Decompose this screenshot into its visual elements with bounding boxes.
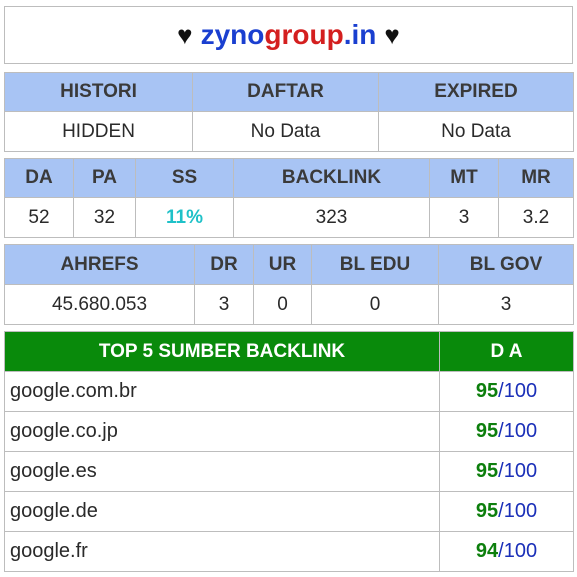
bl-edu-value: 0 [311,284,439,325]
ahrefs-table: AHREFS DR UR BL EDU BL GOV 45.680.053 3 … [4,244,574,325]
header-daftar: DAFTAR [192,72,379,112]
top-backlinks-table: TOP 5 SUMBER BACKLINK D A google.com.br … [4,331,574,572]
table-row: 52 32 11% 323 3 3.2 [4,197,574,238]
expired-value: No Data [378,111,574,152]
mt-value: 3 [429,197,499,238]
table-row: google.de 95/100 [4,491,574,532]
header-bl-edu: BL EDU [311,244,439,285]
table-row: 45.680.053 3 0 0 3 [4,284,574,325]
site-name-part1: zyno [200,19,265,50]
backlink-da: 95/100 [439,491,574,532]
table-row: google.co.jp 95/100 [4,411,574,452]
da-score: 95 [475,460,499,482]
table-header-row: AHREFS DR UR BL EDU BL GOV [4,244,574,285]
da-score: 95 [475,420,499,442]
backlink-domain: google.es [4,451,440,492]
site-name-part3: .in [343,19,377,50]
backlink-domain: google.co.jp [4,411,440,452]
ss-value: 11% [135,197,234,238]
heart-icon: ♥ [177,19,193,50]
header-expired: EXPIRED [378,72,574,112]
header-da: DA [4,158,74,198]
da-score: 94 [475,540,499,562]
bl-gov-value: 3 [438,284,574,325]
site-title: ♥ zynogroup.in ♥ [4,6,573,64]
table-header-row: HISTORI DAFTAR EXPIRED [4,72,574,112]
table-header-row: DA PA SS BACKLINK MT MR [4,158,574,198]
backlink-domain: google.com.br [4,371,440,412]
header-ahrefs: AHREFS [4,244,195,285]
table-row: google.fr 94/100 [4,531,574,572]
mr-value: 3.2 [498,197,574,238]
header-top-source: TOP 5 SUMBER BACKLINK [4,331,440,372]
da-max: /100 [498,420,538,442]
da-value: 52 [4,197,74,238]
histori-value: HIDDEN [4,111,193,152]
table-row: HIDDEN No Data No Data [4,111,574,152]
backlink-da: 95/100 [439,371,574,412]
backlink-value: 323 [233,197,430,238]
da-max: /100 [498,380,538,402]
da-max: /100 [498,500,538,522]
site-name[interactable]: zynogroup.in [201,19,377,51]
da-max: /100 [498,540,538,562]
ahrefs-value: 45.680.053 [4,284,195,325]
seo-metrics-table: DA PA SS BACKLINK MT MR 52 32 11% 323 3 … [4,158,574,238]
heart-icon: ♥ [384,19,400,50]
ur-value: 0 [253,284,312,325]
header-ss: SS [135,158,234,198]
header-ur: UR [253,244,312,285]
da-score: 95 [475,500,499,522]
header-mt: MT [429,158,499,198]
header-histori: HISTORI [4,72,193,112]
table-row: google.es 95/100 [4,451,574,492]
backlink-domain: google.fr [4,531,440,572]
backlink-da: 95/100 [439,451,574,492]
header-pa: PA [73,158,136,198]
header-dr: DR [194,244,254,285]
header-backlink: BACKLINK [233,158,430,198]
domain-info-table: HISTORI DAFTAR EXPIRED HIDDEN No Data No… [4,72,574,152]
header-mr: MR [498,158,574,198]
dr-value: 3 [194,284,254,325]
pa-value: 32 [73,197,136,238]
da-score: 95 [475,380,499,402]
table-header-row: TOP 5 SUMBER BACKLINK D A [4,331,574,372]
header-bl-gov: BL GOV [438,244,574,285]
site-name-part2: group [264,19,344,50]
table-row: google.com.br 95/100 [4,371,574,412]
backlink-domain: google.de [4,491,440,532]
daftar-value: No Data [192,111,379,152]
da-max: /100 [498,460,538,482]
backlink-da: 94/100 [439,531,574,572]
header-top-da: D A [439,331,574,372]
backlink-da: 95/100 [439,411,574,452]
